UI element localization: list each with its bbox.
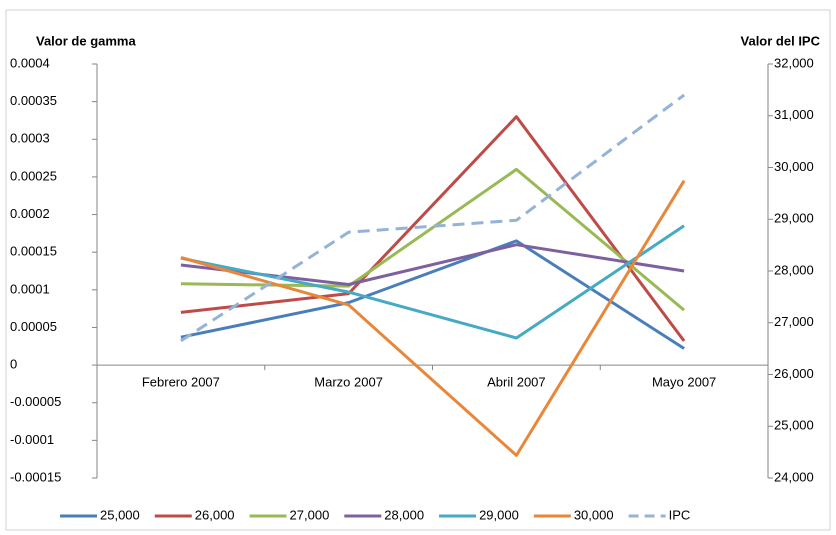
y-tick-label: 0.0003 <box>10 131 50 146</box>
y-tick-label: -0.0001 <box>10 432 54 447</box>
y-tick-label: 0.00005 <box>10 319 57 334</box>
legend-label: 27,000 <box>290 507 330 522</box>
y2-tick-label: 32,000 <box>774 55 814 70</box>
legend-label: 29,000 <box>479 507 519 522</box>
y-axis-label: Valor de gamma <box>36 33 136 48</box>
y-tick-label: 0 <box>10 357 17 372</box>
series-line <box>180 239 685 350</box>
y-tick-label: 0.0002 <box>10 206 50 221</box>
y2-tick-label: 30,000 <box>774 159 814 174</box>
y-tick-label: 0.00015 <box>10 244 57 259</box>
y2-tick-label: 25,000 <box>774 418 814 433</box>
y-tick-label: -0.00005 <box>10 394 61 409</box>
y-tick-label: -0.00015 <box>10 469 61 484</box>
y-tick-label: 0.0001 <box>10 281 50 296</box>
y2-tick-label: 24,000 <box>774 469 814 484</box>
series-line <box>180 93 685 343</box>
legend-label: 25,000 <box>100 507 140 522</box>
series-line <box>180 115 686 342</box>
x-tick-label: Abril 2007 <box>487 375 546 390</box>
series-line <box>180 224 685 340</box>
y-tick-label: 0.00035 <box>10 93 57 108</box>
legend-label: IPC <box>669 507 691 522</box>
y2-axis-label: Valor del IPC <box>741 33 821 48</box>
x-tick-label: Marzo 2007 <box>314 375 383 390</box>
y2-tick-label: 28,000 <box>774 262 814 277</box>
series-line <box>180 179 686 457</box>
chart-border <box>5 9 831 531</box>
y-tick-label: 0.00025 <box>10 168 57 183</box>
y2-tick-label: 31,000 <box>774 107 814 122</box>
x-tick-label: Mayo 2007 <box>652 375 716 390</box>
y2-tick-label: 27,000 <box>774 314 814 329</box>
legend-label: 26,000 <box>195 507 235 522</box>
legend-label: 28,000 <box>384 507 424 522</box>
y2-tick-label: 26,000 <box>774 366 814 381</box>
x-tick-label: Febrero 2007 <box>142 375 220 390</box>
y-tick-label: 0.0004 <box>10 55 50 70</box>
y2-tick-label: 29,000 <box>774 211 814 226</box>
legend-label: 30,000 <box>574 507 614 522</box>
